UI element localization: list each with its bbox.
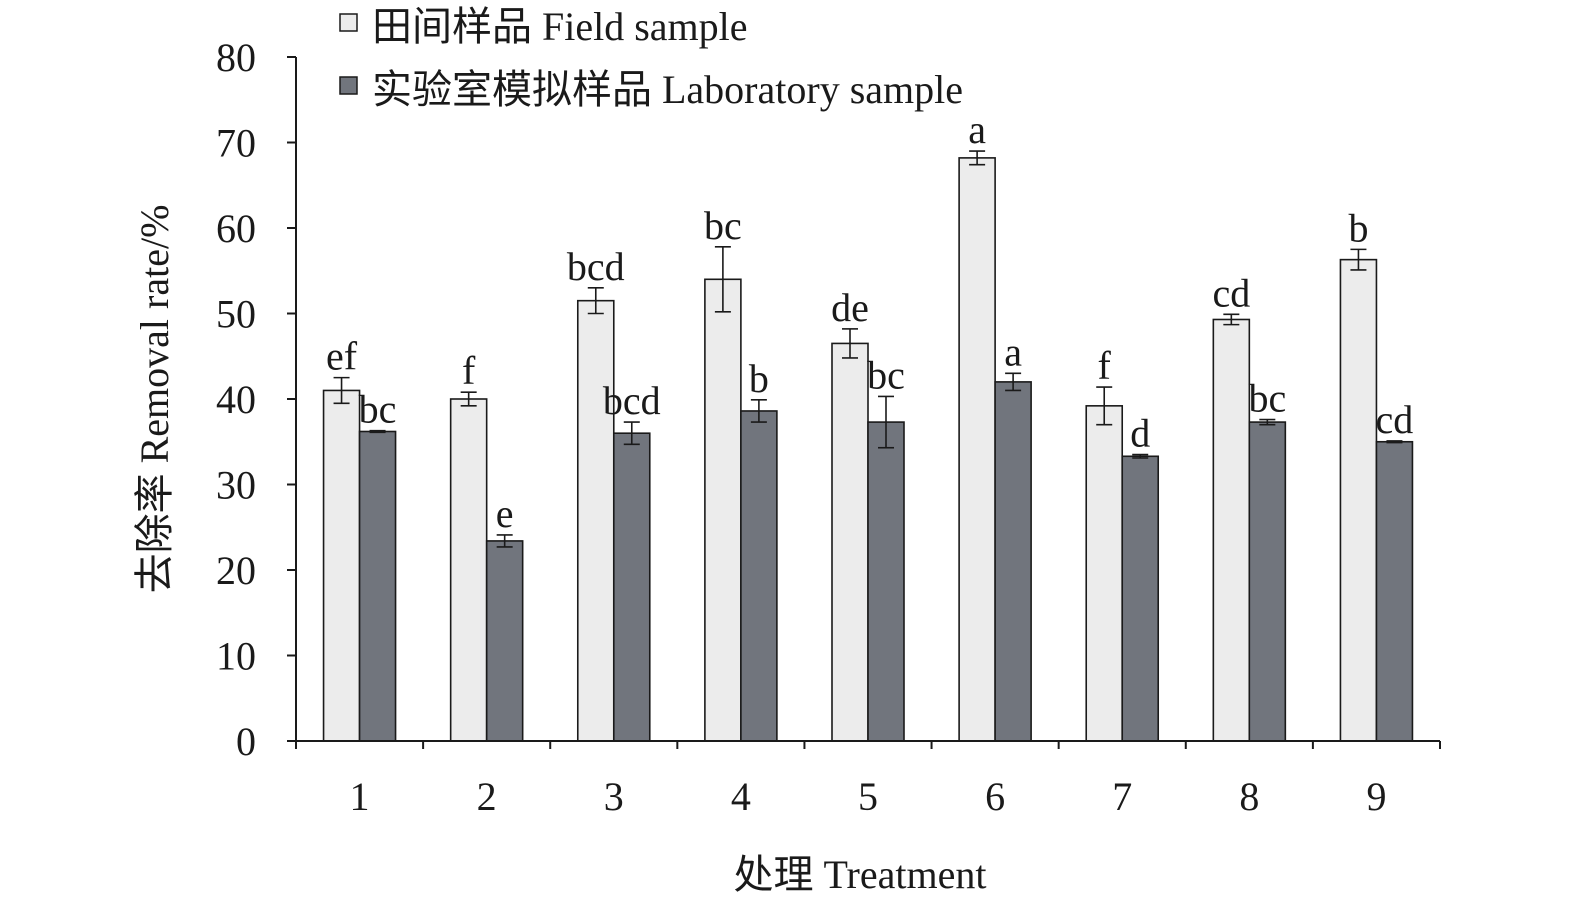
error-bars-layer — [333, 150, 1403, 548]
error-bar — [1350, 248, 1367, 271]
legend-swatch-field — [339, 13, 358, 32]
error-bar — [623, 421, 640, 446]
significance-label: a — [968, 107, 986, 152]
y-tick-label: 60 — [216, 206, 256, 251]
error-bar — [1386, 440, 1403, 444]
error-bar — [842, 328, 858, 359]
bar-field-sample — [576, 299, 615, 742]
significance-label: cd — [1212, 270, 1250, 315]
bar-field-sample — [449, 398, 488, 742]
bar-laboratory-sample — [612, 432, 651, 742]
significance-label: bc — [867, 352, 905, 397]
significance-label: cd — [1376, 397, 1414, 442]
y-tick-label: 0 — [236, 719, 256, 764]
bar-field-sample — [322, 389, 361, 742]
error-bar — [460, 391, 477, 407]
bar-laboratory-sample — [485, 540, 524, 742]
bar-laboratory-sample — [740, 410, 778, 742]
significance-label: bcd — [603, 378, 661, 423]
significance-label: f — [1098, 343, 1112, 388]
legend-label-field: 田间样品 Field sample — [372, 4, 748, 49]
bars-layer — [322, 157, 1414, 742]
legend-label-laboratory: 实验室模拟样品 Laboratory sample — [372, 67, 963, 112]
error-bar — [1096, 386, 1113, 426]
error-bar — [1132, 453, 1149, 459]
error-bar — [1005, 372, 1022, 392]
significance-label: bc — [704, 203, 742, 248]
bar-laboratory-sample — [994, 381, 1032, 742]
error-bar — [369, 429, 386, 434]
significance-label: d — [1130, 411, 1150, 456]
error-bar — [714, 246, 731, 313]
error-bar — [878, 395, 894, 449]
error-bar — [496, 534, 513, 548]
bar-laboratory-sample — [358, 430, 397, 742]
significance-label: e — [496, 491, 514, 536]
x-axis-label: 处理 Treatment — [734, 852, 987, 897]
bar-laboratory-sample — [1375, 440, 1414, 742]
significance-label: ef — [326, 334, 358, 379]
x-tick-label: 1 — [350, 774, 370, 819]
x-tick-label: 7 — [1112, 774, 1132, 819]
significance-label: bc — [1248, 376, 1286, 421]
x-tick-label: 2 — [477, 774, 497, 819]
x-tick-label: 8 — [1239, 774, 1259, 819]
bar-field-sample — [958, 157, 996, 742]
y-tick-label: 50 — [216, 292, 256, 337]
significance-label: f — [462, 348, 476, 393]
bar-field-sample — [704, 278, 742, 742]
significance-labels-layer: ef f bcd bc de a f cd b bc e bcd b bc a d bc cd — [326, 107, 1413, 536]
bar-field-sample — [1085, 405, 1124, 742]
bar-field-sample — [1212, 318, 1251, 742]
y-ticks-layer: 0 10 20 30 40 50 60 70 80 — [216, 35, 296, 764]
x-ticks-layer: 1 2 3 4 5 6 7 8 9 — [295, 741, 1441, 819]
error-bar — [969, 150, 986, 166]
y-tick-label: 70 — [216, 121, 256, 166]
bar-laboratory-sample — [867, 421, 905, 742]
x-tick-label: 9 — [1366, 774, 1386, 819]
significance-label: bcd — [567, 244, 625, 289]
bar-laboratory-sample — [1248, 421, 1287, 742]
y-axis-label: 去除率 Removal rate/% — [132, 205, 177, 594]
bar-field-sample — [1339, 258, 1378, 742]
significance-label: de — [831, 285, 869, 330]
error-bar — [333, 376, 350, 405]
y-tick-label: 80 — [216, 35, 256, 80]
bar-field-sample — [831, 342, 869, 742]
error-bar — [1259, 418, 1276, 426]
significance-label: bc — [359, 387, 397, 432]
bar-laboratory-sample — [1121, 455, 1160, 742]
error-bar — [1223, 313, 1240, 326]
x-tick-label: 5 — [858, 774, 878, 819]
x-tick-label: 3 — [604, 774, 624, 819]
x-tick-label: 4 — [731, 774, 751, 819]
legend: 田间样品 Field sample 实验室模拟样品 Laboratory sam… — [339, 4, 963, 112]
error-bar — [587, 287, 604, 315]
y-tick-label: 40 — [216, 377, 256, 422]
y-tick-label: 10 — [216, 634, 256, 679]
significance-label: b — [1348, 205, 1368, 250]
legend-swatch-laboratory — [339, 76, 358, 95]
y-tick-label: 20 — [216, 548, 256, 593]
error-bar — [750, 399, 767, 423]
significance-label: a — [1004, 329, 1022, 374]
y-tick-label: 30 — [216, 463, 256, 508]
x-tick-label: 6 — [985, 774, 1005, 819]
significance-label: b — [749, 356, 769, 401]
